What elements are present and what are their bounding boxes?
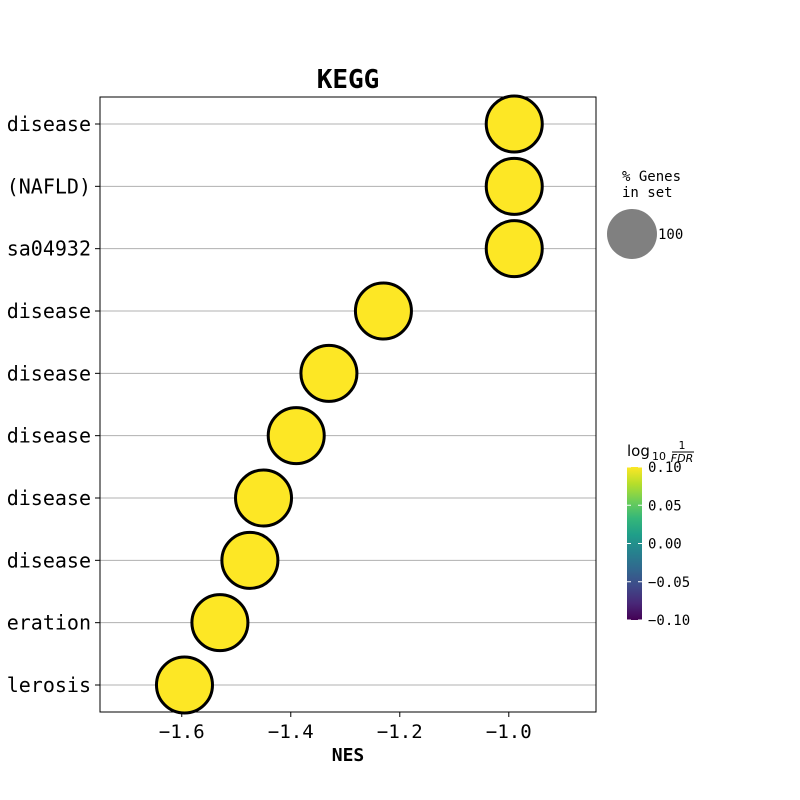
y-tick-label: disease: [7, 361, 91, 385]
colorbar-tick-label: 0.10: [648, 460, 682, 476]
colorbar-label-denominator: FDR: [671, 452, 693, 465]
colorbar: log 10 1 FDR 0.10 0.05 0.00 −0.05 −0.10: [627, 439, 694, 629]
colorbar-tick-label: −0.10: [648, 613, 690, 629]
y-tick-label: disease: [7, 548, 91, 572]
data-point: [484, 156, 544, 216]
colorbar-tick-label: 0.05: [648, 498, 682, 514]
y-tick-label: disease: [7, 424, 91, 448]
size-legend-title-line1: % Genes: [622, 169, 681, 185]
y-tick-label: lerosis: [7, 673, 91, 697]
data-point: [220, 530, 280, 590]
colorbar-label-sub: 10: [652, 450, 666, 463]
data-point: [484, 94, 544, 154]
data-points: [154, 94, 544, 715]
colorbar-label-main: log: [627, 442, 650, 460]
colorbar-tick-label: 0.00: [648, 537, 682, 553]
y-tick-label: sa04932: [7, 237, 91, 261]
y-tick-label: eration: [7, 611, 91, 635]
plot-frame: [99, 96, 597, 713]
data-point: [154, 655, 214, 715]
x-tick-label: −1.2: [377, 721, 423, 743]
data-point: [234, 468, 294, 528]
data-point: [484, 219, 544, 279]
data-point: [190, 593, 250, 653]
y-tick-label: disease: [7, 112, 91, 136]
y-tick-label: (NAFLD): [7, 174, 91, 198]
colorbar-tick-label: −0.05: [648, 575, 690, 591]
size-legend: % Genes in set 100: [607, 169, 683, 259]
size-legend-title-line2: in set: [622, 185, 673, 201]
x-tick-label: −1.0: [486, 721, 532, 743]
size-legend-marker: [607, 209, 657, 259]
y-tick-label: disease: [7, 299, 91, 323]
colorbar-ticks: 0.10 0.05 0.00 −0.05 −0.10: [627, 460, 690, 629]
data-point: [353, 281, 413, 341]
data-point: [266, 406, 326, 466]
y-axis-ticks: disease (NAFLD) sa04932 disease disease disea…: [7, 112, 100, 697]
x-axis-ticks: −1.6 −1.4 −1.2 −1.0: [159, 712, 532, 743]
data-point: [299, 343, 359, 403]
x-tick-label: −1.4: [268, 721, 314, 743]
x-tick-label: −1.6: [159, 721, 205, 743]
x-axis-label: NES: [332, 745, 365, 766]
colorbar-label-numerator: 1: [679, 439, 686, 452]
y-tick-label: disease: [7, 486, 91, 510]
chart-title: KEGG: [317, 65, 380, 95]
size-legend-value: 100: [658, 227, 683, 243]
